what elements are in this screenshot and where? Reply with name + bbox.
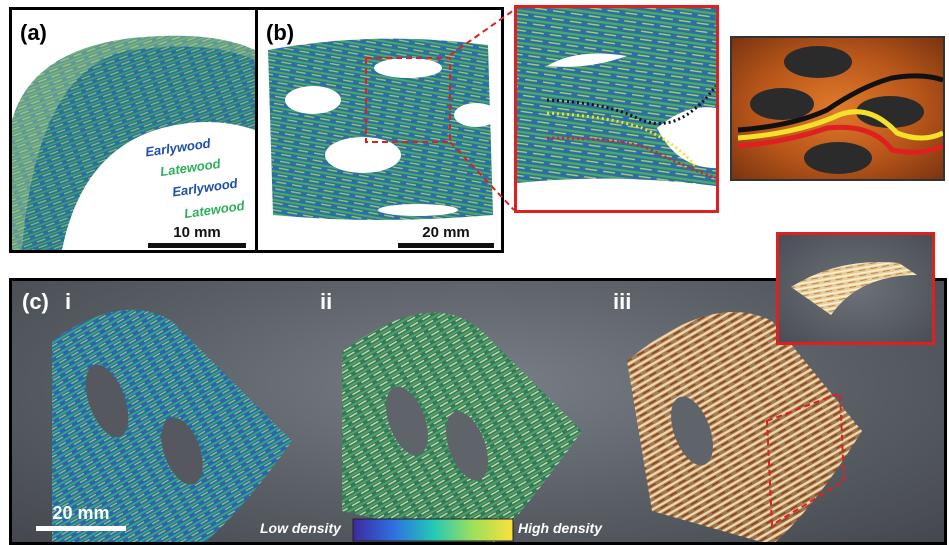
panel-c-inset-image — [791, 262, 917, 315]
panel-c-renderings — [52, 309, 862, 542]
panel-b-scale-line — [398, 243, 494, 248]
zoom-panel-scale-label: 10 mm — [650, 178, 698, 195]
zoom-panel: 10 mm — [514, 5, 719, 213]
panel-c-sub-iii: iii — [613, 289, 632, 314]
panel-c-scale-bar: 20 mm — [36, 503, 126, 531]
panel-a-scale-bar: 10 mm — [148, 224, 246, 248]
panel-c-label: (c) — [22, 289, 49, 314]
panel-b-scale-label: 20 mm — [422, 224, 470, 241]
panel-c-scale-label: 20 mm — [52, 503, 110, 523]
colorbar-high-label: High density — [518, 520, 603, 536]
panel-b-scale-bar: 20 mm — [398, 224, 494, 248]
colorbar-low-label: Low density — [260, 520, 341, 536]
panel-a-scale-line — [148, 243, 246, 248]
schematic-panel — [730, 36, 945, 181]
panel-c-sub-ii: ii — [320, 289, 333, 314]
schematic-diagram — [737, 46, 943, 174]
panel-c-inset — [776, 232, 935, 345]
panel-b: (b) 20 mm — [255, 7, 504, 253]
panel-b-lattice-image — [268, 38, 498, 220]
panel-c-sub-i: i — [65, 289, 72, 314]
panel-a-ring-image — [12, 35, 255, 250]
zoom-panel-scale-line — [639, 197, 709, 202]
zoom-panel-scale-bar: 10 mm — [639, 178, 709, 202]
panel-b-label: (b) — [266, 20, 295, 45]
zoom-panel-image — [517, 8, 716, 210]
panel-c-scale-line — [36, 526, 126, 531]
panel-a-scale-label: 10 mm — [173, 224, 221, 241]
panel-a: (a) Earlywood Latewood Earlywood Latewoo… — [9, 7, 258, 253]
panel-a-label: (a) — [20, 20, 47, 45]
